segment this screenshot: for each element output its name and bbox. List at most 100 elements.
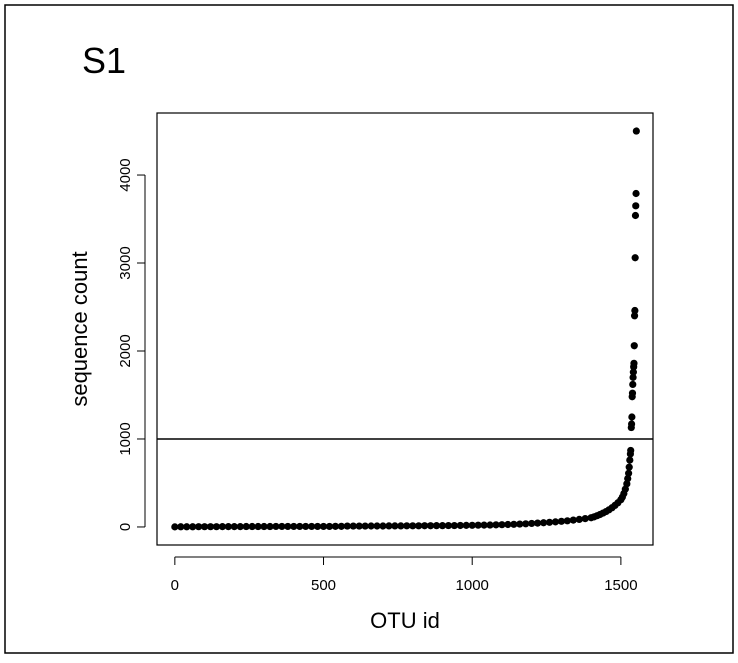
y-tick-label: 0 [117, 523, 134, 531]
point [391, 522, 399, 530]
point [426, 522, 435, 530]
point [630, 342, 638, 350]
point [212, 523, 221, 531]
point [248, 522, 256, 531]
point [631, 306, 639, 315]
point [361, 522, 369, 530]
point [421, 522, 429, 530]
point [230, 523, 238, 531]
y-axis-label: sequence count [67, 251, 92, 406]
point [349, 522, 357, 530]
point [450, 521, 458, 530]
point [628, 389, 637, 397]
point [456, 521, 464, 530]
point [575, 515, 583, 523]
point [367, 522, 375, 530]
point [486, 521, 494, 529]
point [629, 380, 637, 389]
point [528, 519, 536, 528]
point [177, 523, 185, 531]
point [290, 522, 298, 531]
y-tick-label: 2000 [117, 334, 134, 367]
point [266, 522, 274, 531]
point [397, 522, 405, 530]
point [516, 520, 524, 528]
point [632, 189, 640, 198]
y-tick-label: 3000 [117, 246, 134, 279]
point [625, 463, 633, 471]
point [319, 522, 328, 531]
point [236, 523, 244, 531]
point [218, 523, 227, 531]
point [313, 522, 322, 531]
frame [4, 4, 734, 654]
point [302, 522, 310, 531]
point [189, 523, 197, 531]
point [438, 522, 447, 530]
point [343, 522, 351, 530]
point [337, 522, 345, 530]
point [551, 518, 560, 526]
point [379, 522, 387, 530]
point [200, 523, 209, 531]
point [403, 522, 411, 530]
x-axis-label: OTU id [370, 608, 440, 633]
point [630, 359, 638, 367]
point [581, 515, 589, 523]
point [522, 520, 530, 528]
point [480, 521, 488, 529]
point [534, 519, 542, 527]
point [626, 456, 634, 464]
y-tick-label: 1000 [117, 422, 134, 455]
point [272, 522, 280, 531]
x-tick-label: 0 [171, 577, 179, 594]
plot-area [156, 112, 654, 546]
x-tick-label: 500 [311, 577, 336, 594]
point [498, 521, 506, 529]
point [510, 520, 518, 528]
point [296, 522, 304, 531]
point [183, 523, 191, 531]
point [325, 522, 334, 531]
point [462, 521, 470, 529]
point [415, 522, 423, 530]
x-tick-label: 1000 [456, 577, 489, 594]
point [278, 522, 286, 531]
point [627, 420, 636, 428]
point [373, 522, 381, 530]
point [474, 521, 482, 529]
point [557, 517, 566, 525]
point [563, 517, 571, 525]
point [331, 522, 340, 530]
point [632, 202, 640, 210]
point [206, 523, 215, 531]
point [284, 522, 292, 531]
point [631, 211, 640, 220]
point [632, 127, 640, 135]
point [308, 522, 316, 531]
point [628, 413, 636, 421]
point [195, 523, 203, 531]
point [385, 522, 393, 530]
point [171, 523, 179, 531]
point [629, 373, 637, 381]
point [409, 522, 417, 530]
point [468, 521, 476, 529]
point [545, 518, 554, 526]
point [492, 521, 500, 529]
point [631, 254, 639, 262]
point [355, 522, 363, 530]
point [432, 522, 441, 530]
point [254, 522, 262, 531]
point [504, 520, 512, 529]
point [242, 522, 250, 531]
point [630, 312, 639, 320]
point [627, 446, 635, 455]
point [444, 521, 453, 530]
chart-title: S1 [82, 40, 126, 81]
point [625, 469, 633, 477]
point [224, 523, 232, 531]
point [569, 516, 577, 524]
point [539, 519, 548, 527]
